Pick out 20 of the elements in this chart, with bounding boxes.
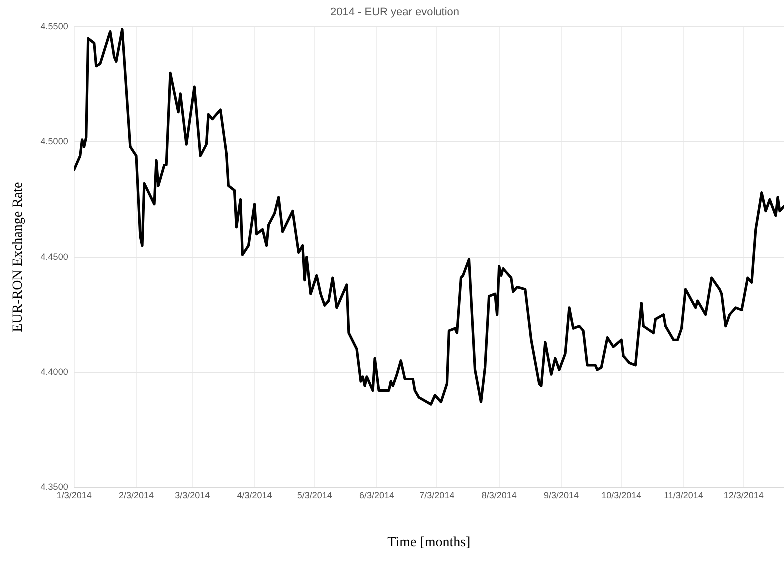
x-tick-label: 8/3/2014 xyxy=(482,490,517,500)
y-tick-label: 4.4000 xyxy=(40,366,68,377)
x-tick-label: 12/3/2014 xyxy=(724,490,764,500)
y-tick-label: 4.4500 xyxy=(40,252,68,262)
x-tick-label: 11/3/2014 xyxy=(664,490,704,500)
chart-title: 2014 - EUR year evolution xyxy=(330,6,460,19)
y-axis-title: EUR-RON Exchange Rate xyxy=(11,182,26,332)
x-tick-label: 2/3/2014 xyxy=(118,490,154,500)
x-tick-label: 5/3/2014 xyxy=(297,490,332,500)
x-tick-label: 10/3/2014 xyxy=(602,490,642,500)
x-tick-label: 4/3/2014 xyxy=(237,490,272,500)
y-tick-label: 4.3500 xyxy=(40,482,68,492)
x-tick-label: 1/3/2014 xyxy=(56,490,92,500)
x-tick-label: 3/3/2014 xyxy=(175,490,210,500)
x-axis-title: Time [months] xyxy=(388,535,471,550)
y-tick-label: 4.5000 xyxy=(40,136,68,147)
x-tick-label: 6/3/2014 xyxy=(360,490,395,500)
x-tick-label: 9/3/2014 xyxy=(544,490,579,500)
y-tick-label: 4.5500 xyxy=(40,22,68,32)
x-tick-label: 7/3/2014 xyxy=(420,490,455,500)
